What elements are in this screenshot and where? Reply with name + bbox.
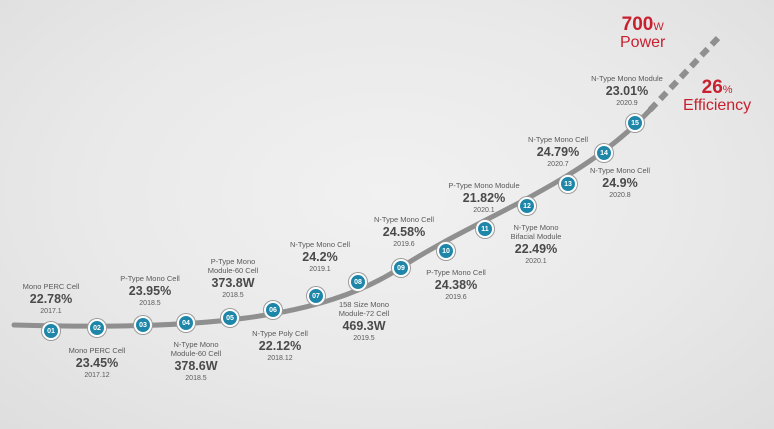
milestone-name: N-Type Mono Cell [373, 215, 435, 224]
milestone-date: 2017.1 [40, 308, 62, 315]
milestone-date: 2020.8 [609, 192, 631, 199]
milestone-name: P-Type Mono Module-60 Cell [207, 257, 259, 275]
milestone-name: P-Type Mono Module [448, 181, 520, 190]
milestone-label-11: P-Type Mono Module 21.82% 2020.1 [419, 181, 549, 215]
milestone-node-03: 03 [134, 316, 152, 334]
milestone-node-09: 09 [392, 259, 410, 277]
milestone-node-10: 10 [437, 242, 455, 260]
milestone-node-07: 07 [307, 287, 325, 305]
milestone-name: P-Type Mono Cell [426, 268, 486, 277]
milestone-date: 2019.6 [445, 294, 467, 301]
milestone-label-03: P-Type Mono Cell 23.95% 2018.5 [85, 274, 215, 308]
milestone-date: 2017.12 [84, 372, 110, 379]
milestone-name: N-Type Mono Bifacial Module [510, 223, 562, 241]
milestone-date: 2018.5 [139, 300, 161, 307]
milestone-label-12: N-Type Mono Bifacial Module 22.49% 2020.1 [471, 223, 601, 266]
efficiency-target: 26% Efficiency [683, 78, 751, 115]
milestone-value: 23.01% [605, 84, 649, 98]
milestone-date: 2020.7 [547, 161, 569, 168]
milestone-date: 2019.1 [309, 266, 331, 273]
milestone-value: 373.8W [211, 276, 255, 290]
milestone-label-07: N-Type Mono Cell 24.2% 2019.1 [255, 240, 385, 274]
milestone-value: 22.12% [258, 339, 302, 353]
milestone-node-08: 08 [349, 273, 367, 291]
milestone-label-13: N-Type Mono Cell 24.79% 2020.7 [493, 135, 623, 169]
milestone-value: 24.9% [602, 176, 638, 190]
milestone-date: 2020.1 [525, 258, 547, 265]
milestone-label-02: Mono PERC Cell 23.45% 2017.12 [32, 346, 162, 380]
milestone-name: 158 Size Mono Module-72 Cell [338, 300, 390, 318]
milestone-node-14: 14 [595, 144, 613, 162]
power-target-value: 700 [621, 14, 654, 35]
milestone-label-04: N-Type Mono Module-60 Cell 378.6W 2018.5 [131, 340, 261, 383]
milestone-name: P-Type Mono Cell [120, 274, 180, 283]
milestone-label-05: P-Type Mono Module-60 Cell 373.8W 2018.5 [168, 257, 298, 300]
milestone-node-12: 12 [518, 197, 536, 215]
milestone-node-13: 13 [559, 175, 577, 193]
curve-projection-dashed [647, 35, 721, 113]
milestone-name: N-Type Mono Cell [527, 135, 589, 144]
milestone-name: N-Type Mono Cell [589, 166, 651, 175]
milestone-value: 23.45% [75, 356, 119, 370]
milestone-date: 2018.12 [267, 355, 293, 362]
milestone-node-04: 04 [177, 314, 195, 332]
milestone-node-01: 01 [42, 322, 60, 340]
milestone-name: N-Type Poly Cell [252, 329, 308, 338]
milestone-node-15: 15 [626, 114, 644, 132]
milestone-node-02: 02 [88, 319, 106, 337]
milestone-label-08: 158 Size Mono Module-72 Cell 469.3W 2019.5 [299, 300, 429, 343]
milestone-label-10: P-Type Mono Cell 24.38% 2019.6 [391, 268, 521, 302]
milestone-label-09: N-Type Mono Cell 24.58% 2019.6 [339, 215, 469, 249]
milestone-value: 22.78% [29, 292, 73, 306]
milestone-value: 24.38% [434, 278, 478, 292]
milestone-name: Mono PERC Cell [22, 282, 80, 291]
efficiency-target-value: 26 [701, 77, 723, 98]
milestone-label-14: N-Type Mono Cell 24.9% 2020.8 [555, 166, 685, 200]
milestone-node-11: 11 [476, 220, 494, 238]
milestone-label-15: N-Type Mono Module 23.01% 2020.9 [562, 74, 692, 108]
milestone-name: N-Type Mono Module-60 Cell [170, 340, 222, 358]
efficiency-target-unit: % [722, 84, 733, 96]
milestone-date: 2018.5 [185, 375, 207, 382]
milestone-date: 2019.5 [353, 335, 375, 342]
power-target: 700W Power [620, 15, 665, 52]
milestone-date: 2020.1 [473, 207, 495, 214]
milestone-value: 23.95% [128, 284, 172, 298]
milestone-value: 24.79% [536, 145, 580, 159]
efficiency-target-label: Efficiency [683, 96, 752, 114]
power-target-label: Power [620, 33, 666, 51]
milestone-value: 22.49% [514, 242, 558, 256]
power-target-unit: W [653, 21, 664, 33]
milestone-label-06: N-Type Poly Cell 22.12% 2018.12 [215, 329, 345, 363]
milestone-date: 2018.5 [222, 292, 244, 299]
milestone-value: 24.2% [302, 250, 338, 264]
milestone-value: 378.6W [174, 359, 218, 373]
milestone-value: 24.58% [382, 225, 426, 239]
milestone-value: 469.3W [342, 319, 386, 333]
milestone-name: N-Type Mono Module [591, 74, 663, 83]
milestone-date: 2019.6 [393, 241, 415, 248]
milestone-label-01: Mono PERC Cell 22.78% 2017.1 [0, 282, 116, 316]
milestone-date: 2020.9 [616, 100, 638, 107]
milestone-value: 21.82% [462, 191, 506, 205]
milestone-node-05: 05 [221, 309, 239, 327]
milestone-node-06: 06 [264, 301, 282, 319]
milestone-name: Mono PERC Cell [68, 346, 126, 355]
milestone-name: N-Type Mono Cell [289, 240, 351, 249]
